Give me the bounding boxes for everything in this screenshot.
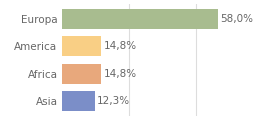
Bar	[62, 64, 101, 84]
Bar	[62, 91, 95, 111]
Text: 14,8%: 14,8%	[104, 41, 137, 51]
Text: 58,0%: 58,0%	[220, 14, 253, 24]
Bar	[62, 36, 101, 56]
Text: 14,8%: 14,8%	[104, 69, 137, 79]
Text: 12,3%: 12,3%	[97, 96, 130, 106]
Bar	[62, 9, 218, 29]
